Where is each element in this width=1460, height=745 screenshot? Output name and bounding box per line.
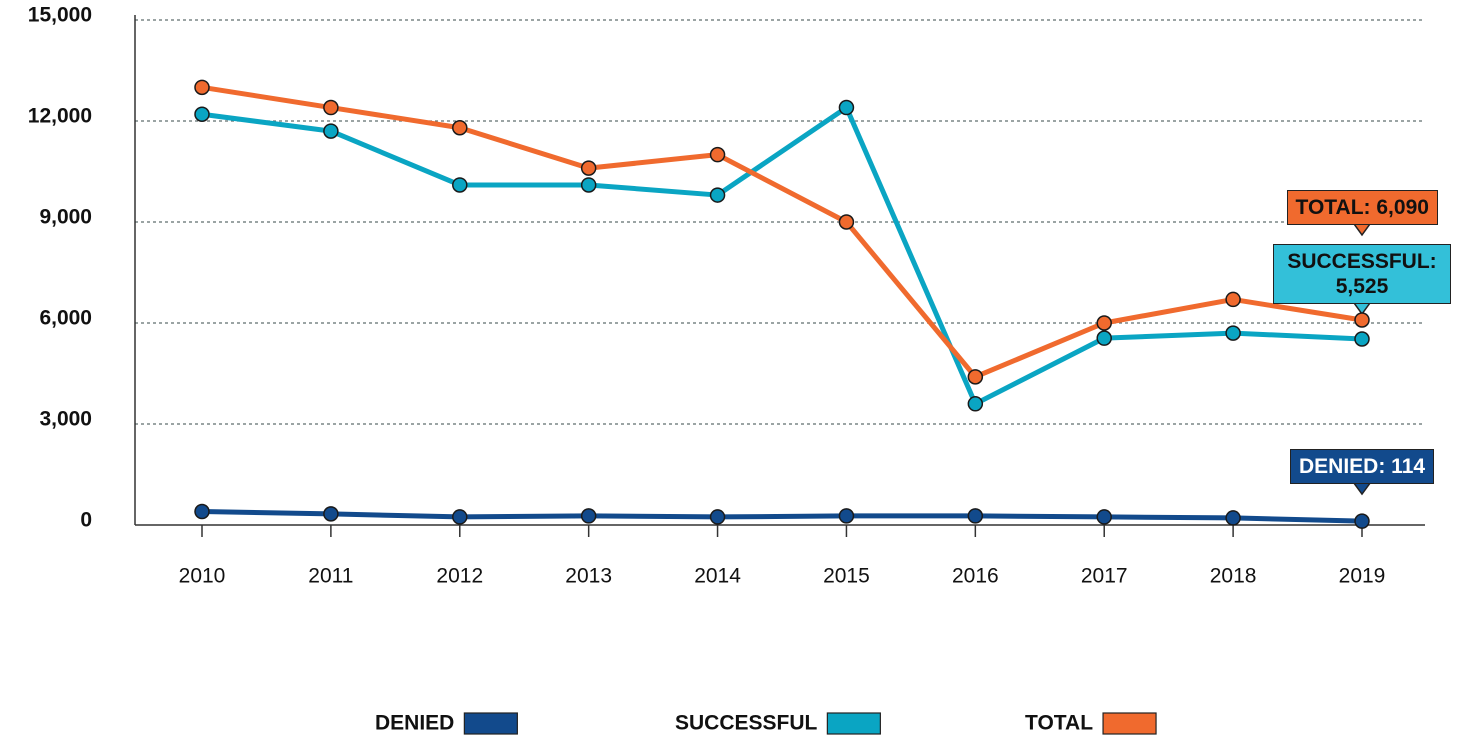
legend-label: TOTAL — [1025, 712, 1093, 735]
x-tick-label: 2011 — [308, 565, 353, 588]
x-tick-label: 2014 — [694, 565, 741, 588]
data-point — [323, 506, 339, 522]
legend-swatch — [826, 712, 881, 735]
x-tick-label: 2016 — [952, 565, 999, 588]
data-point — [838, 99, 855, 116]
data-point — [194, 79, 210, 96]
y-tick-label: 9,000 — [39, 206, 92, 229]
y-tick-label: 0 — [80, 509, 92, 532]
series-line — [201, 509, 1363, 524]
data-point — [709, 146, 726, 163]
data-point — [709, 187, 726, 203]
callout-pointer — [1353, 482, 1371, 496]
x-tick-label: 2010 — [179, 565, 226, 588]
data-point — [323, 99, 339, 116]
y-tick-label: 6,000 — [39, 307, 92, 330]
legend-swatch — [1102, 712, 1157, 735]
x-tick-label: 2019 — [1339, 565, 1386, 588]
data-point — [1354, 513, 1370, 529]
data-point — [1096, 330, 1112, 346]
data-point — [452, 177, 468, 193]
data-point — [838, 214, 855, 230]
data-point — [967, 396, 984, 412]
value-label: SUCCESSFUL: 5,525 — [1273, 243, 1451, 304]
y-tick-label: 15,000 — [28, 4, 92, 27]
data-point — [580, 160, 597, 176]
series-line — [201, 105, 1363, 407]
data-point — [967, 369, 984, 385]
data-point — [580, 508, 597, 524]
data-point — [1354, 331, 1370, 347]
legend-swatch — [463, 712, 518, 735]
data-point — [194, 106, 210, 123]
value-label: TOTAL: 6,090 — [1286, 189, 1438, 225]
legend-label: DENIED — [375, 712, 454, 735]
data-point — [838, 508, 855, 524]
data-point — [323, 123, 339, 139]
series-line — [201, 84, 1363, 380]
data-point — [194, 503, 210, 520]
y-tick-label: 12,000 — [28, 105, 92, 128]
x-tick-label: 2017 — [1081, 565, 1128, 588]
x-tick-label: 2018 — [1210, 565, 1257, 588]
x-tick-label: 2013 — [565, 565, 612, 588]
data-point — [967, 508, 984, 524]
data-point — [452, 509, 468, 525]
data-point — [580, 177, 597, 193]
value-label: DENIED: 114 — [1290, 449, 1435, 485]
data-point — [1225, 325, 1241, 341]
x-tick-label: 2012 — [436, 565, 483, 588]
data-point — [1096, 315, 1112, 331]
data-point — [1096, 509, 1112, 525]
callout-pointer — [1353, 223, 1371, 237]
data-point — [709, 509, 726, 525]
data-point — [1225, 510, 1241, 526]
y-tick-label: 3,000 — [39, 408, 92, 431]
data-point — [1225, 291, 1241, 308]
data-point — [1354, 312, 1370, 328]
legend-label: SUCCESSFUL — [675, 712, 818, 735]
x-tick-label: 2015 — [823, 565, 870, 588]
data-point — [452, 119, 468, 136]
